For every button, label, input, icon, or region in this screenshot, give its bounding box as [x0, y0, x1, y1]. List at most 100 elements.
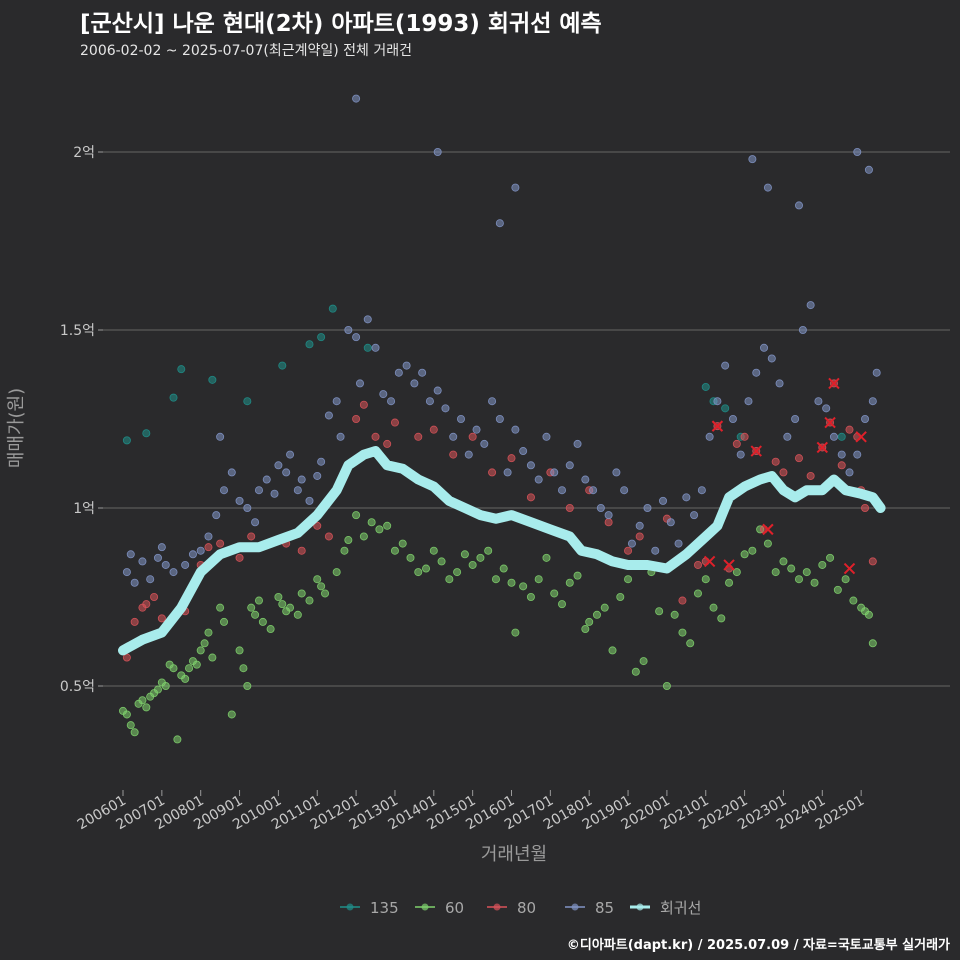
data-point-60: [460, 550, 469, 559]
data-point-85: [456, 414, 465, 423]
data-point-60: [235, 646, 244, 655]
data-point-135: [701, 382, 710, 391]
cancelled-marker: [762, 523, 774, 536]
data-point-85: [449, 432, 458, 441]
data-point-80: [324, 532, 333, 541]
data-point-60: [678, 628, 687, 637]
data-point-80: [624, 546, 633, 555]
cancel-stroke: [723, 559, 735, 571]
data-point-60: [297, 589, 306, 598]
page-subtitle: 2006-02-02 ~ 2025-07-07(최근계약일) 전체 거래건: [80, 43, 412, 59]
data-point-85: [713, 397, 722, 406]
data-point-60: [359, 532, 368, 541]
data-point-80: [488, 468, 497, 477]
data-point-135: [169, 393, 178, 402]
data-point-85: [227, 468, 236, 477]
data-point-85: [387, 397, 396, 406]
data-point-60: [344, 536, 353, 545]
data-point-60: [581, 625, 590, 634]
data-point-135: [837, 432, 846, 441]
data-point-60: [305, 596, 314, 605]
data-point-60: [624, 575, 633, 584]
data-point-85: [861, 414, 870, 423]
legend-item-회귀선: 회귀선: [630, 899, 701, 917]
data-point-60: [274, 593, 283, 602]
page-title: [군산시] 나운 현대(2차) 아파트(1993) 회귀선 예측: [80, 11, 602, 37]
cancel-stroke: [824, 416, 836, 429]
grid-layer: [103, 151, 950, 687]
data-point-outliers: [511, 183, 520, 192]
data-point-60: [173, 735, 182, 744]
data-point-60: [748, 546, 757, 555]
data-point-85: [868, 397, 877, 406]
cancelled-marker: [828, 377, 840, 390]
data-point-85: [394, 368, 403, 377]
data-point-60: [558, 600, 567, 609]
data-point-60: [453, 568, 462, 577]
data-point-80: [861, 503, 870, 512]
y-axis: 0.5억 1억 1.5억 2억: [60, 145, 103, 695]
data-point-80: [740, 432, 749, 441]
data-point-85: [853, 450, 862, 459]
data-point-85: [534, 475, 543, 484]
data-point-85: [519, 447, 528, 456]
data-point-60: [367, 518, 376, 527]
data-point-80: [771, 457, 780, 466]
regression-line: [118, 446, 886, 656]
data-point-60: [565, 578, 574, 587]
data-point-60: [787, 564, 796, 573]
data-point-60: [670, 610, 679, 619]
legend-label: 80: [517, 899, 536, 917]
cancel-stroke: [816, 441, 829, 454]
data-point-80: [313, 521, 322, 530]
y-tick-label: 2억: [73, 145, 95, 161]
data-point-85: [235, 496, 244, 505]
data-point-85: [433, 386, 442, 395]
legend-swatch-dot: [571, 903, 579, 911]
data-point-85: [806, 301, 815, 310]
cancel-stroke: [762, 523, 774, 536]
data-point-85: [243, 503, 252, 512]
data-point-80: [390, 418, 399, 427]
data-point-60: [826, 553, 835, 562]
data-point-80: [604, 518, 613, 527]
cancel-stroke: [750, 445, 762, 457]
data-point-85: [126, 550, 135, 559]
data-point-outliers: [864, 165, 873, 174]
data-point-85: [565, 461, 574, 470]
data-point-80: [297, 546, 306, 555]
legend-item-135: 135: [340, 899, 399, 917]
legend-label: 85: [595, 899, 614, 917]
data-point-80: [678, 596, 687, 605]
data-point-85: [402, 361, 411, 370]
data-point-80: [204, 543, 213, 552]
cancel-stroke: [843, 562, 856, 575]
cancel-stroke: [855, 431, 867, 443]
legend-swatch-dot: [636, 903, 644, 911]
data-point-135: [305, 340, 314, 349]
data-point-85: [488, 397, 497, 406]
data-point-85: [216, 432, 225, 441]
data-point-85: [282, 468, 291, 477]
data-point-85: [690, 511, 699, 520]
data-point-60: [709, 603, 718, 612]
data-point-60: [511, 628, 520, 637]
data-point-60: [763, 539, 772, 548]
data-point-60: [266, 625, 275, 634]
data-point-80: [371, 432, 380, 441]
legend-swatch-dot: [346, 903, 354, 911]
data-point-85: [332, 397, 341, 406]
data-point-85: [425, 397, 434, 406]
data-point-60: [375, 525, 384, 534]
data-point-60: [429, 546, 438, 555]
data-point-85: [705, 432, 714, 441]
data-point-60: [476, 553, 485, 562]
data-point-85: [767, 354, 776, 363]
data-point-85: [297, 475, 306, 484]
data-point-85: [317, 457, 326, 466]
data-point-60: [592, 610, 601, 619]
data-point-85: [721, 361, 730, 370]
data-point-60: [293, 610, 302, 619]
data-point-85: [336, 432, 345, 441]
data-point-60: [220, 617, 229, 626]
